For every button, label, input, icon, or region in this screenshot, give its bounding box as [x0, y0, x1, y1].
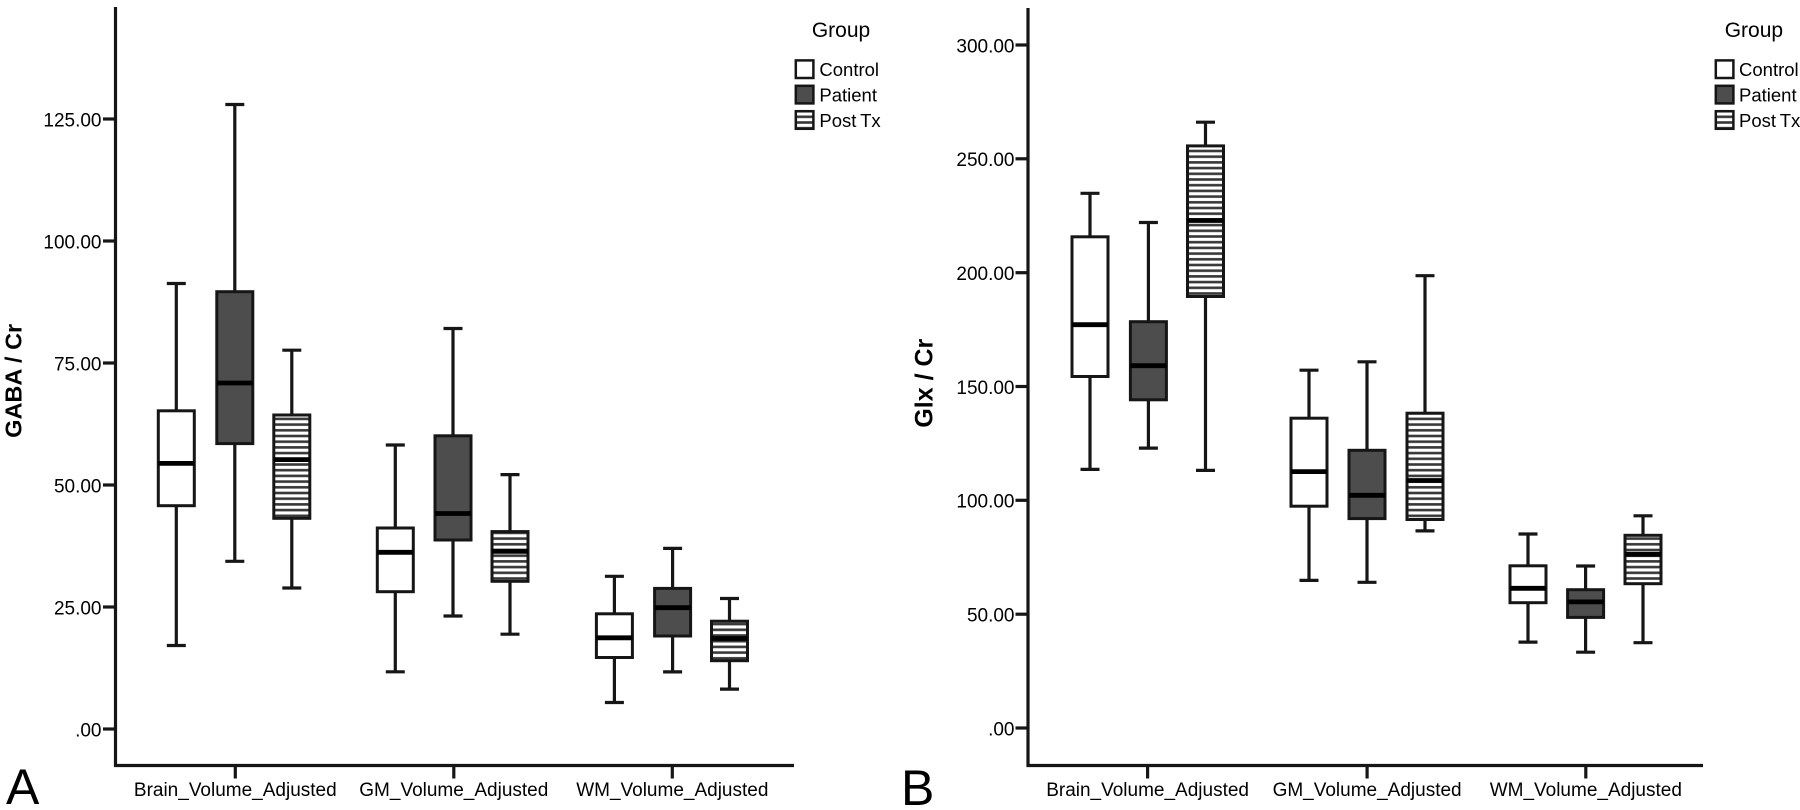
svg-text:125.00: 125.00	[43, 110, 101, 131]
svg-text:Patient: Patient	[1739, 84, 1797, 105]
svg-text:100.00: 100.00	[956, 492, 1014, 513]
svg-text:50.00: 50.00	[967, 606, 1015, 627]
svg-text:Control: Control	[819, 59, 879, 80]
svg-text:.00: .00	[988, 719, 1014, 740]
svg-text:WM_Volume_Adjusted: WM_Volume_Adjusted	[576, 780, 768, 801]
svg-text:Glx / Cr: Glx / Cr	[911, 338, 939, 427]
svg-text:25.00: 25.00	[54, 598, 102, 619]
svg-text:50.00: 50.00	[54, 476, 102, 497]
svg-text:Patient: Patient	[819, 84, 877, 105]
svg-text:100.00: 100.00	[43, 232, 101, 253]
svg-text:Control: Control	[1739, 59, 1799, 80]
svg-text:Group: Group	[1725, 19, 1783, 42]
svg-text:A: A	[6, 759, 40, 810]
svg-text:250.00: 250.00	[956, 150, 1014, 171]
svg-text:Brain_Volume_Adjusted: Brain_Volume_Adjusted	[134, 780, 337, 801]
svg-text:GM_Volume_Adjusted: GM_Volume_Adjusted	[1273, 780, 1462, 801]
svg-text:200.00: 200.00	[956, 264, 1014, 285]
svg-text:300.00: 300.00	[956, 36, 1014, 57]
svg-text:GABA / Cr: GABA / Cr	[1, 324, 27, 438]
svg-text:.00: .00	[75, 720, 101, 741]
svg-text:Post Tx: Post Tx	[819, 110, 881, 131]
svg-text:B: B	[901, 760, 934, 810]
svg-text:150.00: 150.00	[956, 378, 1014, 399]
svg-text:Brain_Volume_Adjusted: Brain_Volume_Adjusted	[1046, 780, 1249, 801]
svg-text:WM_Volume_Adjusted: WM_Volume_Adjusted	[1490, 780, 1682, 801]
svg-text:GM_Volume_Adjusted: GM_Volume_Adjusted	[359, 780, 548, 801]
svg-text:Post Tx: Post Tx	[1739, 110, 1800, 131]
svg-text:Group: Group	[812, 19, 870, 42]
svg-text:75.00: 75.00	[54, 354, 102, 375]
